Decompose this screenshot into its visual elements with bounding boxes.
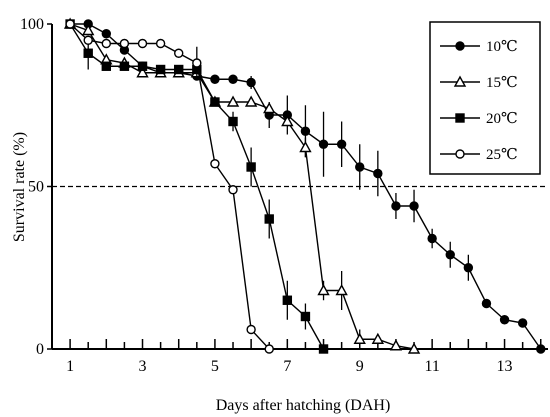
legend-item: 10℃ [440, 39, 518, 55]
data-point [101, 38, 112, 49]
data-point [517, 318, 528, 328]
data-point [246, 162, 256, 172]
y-tick-label: 50 [28, 179, 44, 196]
data-point [282, 295, 293, 305]
data-point [210, 97, 220, 107]
data-point [119, 38, 130, 49]
data-point [463, 263, 474, 273]
x-tick-label: 5 [211, 358, 219, 375]
data-point [445, 250, 455, 260]
x-tick-label: 11 [424, 358, 439, 375]
legend-item: 20℃ [440, 111, 518, 127]
data-point [137, 61, 148, 71]
data-point [82, 24, 95, 36]
data-point [65, 19, 75, 29]
data-point [101, 29, 112, 39]
legend-marker [455, 149, 465, 159]
data-point [409, 201, 419, 211]
data-point [300, 126, 311, 136]
data-point [228, 74, 238, 84]
legend-marker [455, 113, 465, 123]
data-point [427, 233, 437, 244]
data-point [264, 214, 274, 224]
legend-frame [429, 21, 541, 175]
data-point [318, 344, 329, 354]
data-point [318, 139, 329, 149]
data-point [174, 64, 184, 75]
legend-label: 10℃ [486, 39, 518, 55]
data-point [407, 342, 421, 354]
data-point [499, 315, 510, 325]
data-point [264, 344, 274, 354]
x-tick-label: 3 [139, 358, 147, 375]
data-point [536, 344, 546, 354]
y-tick-label: 0 [36, 341, 44, 358]
data-point [210, 159, 220, 169]
data-point [210, 74, 220, 84]
x-tick-label: 1 [66, 358, 74, 375]
data-point [137, 38, 148, 49]
data-point [300, 311, 311, 322]
data-point [155, 38, 166, 49]
legend-label: 20℃ [486, 111, 518, 127]
series-group [63, 17, 546, 354]
data-point [371, 332, 385, 344]
legend-item: 25℃ [440, 147, 518, 163]
data-point [228, 185, 238, 195]
axis-labels: Days after hatching (DAH) Survival rate … [11, 132, 390, 414]
legend-marker [453, 75, 467, 87]
data-point [136, 66, 149, 78]
y-axis-title: Survival rate (%) [11, 132, 28, 242]
data-point [281, 115, 294, 127]
data-point [228, 116, 238, 127]
x-tick-label: 9 [356, 358, 364, 375]
x-tick-label: 13 [497, 358, 513, 375]
data-point [391, 201, 401, 211]
data-point [317, 284, 330, 296]
data-point [246, 324, 256, 335]
y-tick-label: 100 [20, 16, 44, 33]
data-point [335, 284, 348, 296]
data-point [336, 139, 347, 149]
x-tick-label: 7 [283, 358, 291, 375]
data-point [246, 77, 256, 88]
series-4 [65, 19, 274, 354]
legend-marker [455, 41, 465, 51]
data-point [83, 48, 93, 58]
data-point [481, 298, 492, 309]
legend-label: 25℃ [486, 147, 518, 163]
legend-item: 15℃ [440, 75, 518, 91]
data-point [119, 61, 130, 71]
legend-label: 15℃ [486, 75, 518, 91]
data-point [174, 48, 184, 58]
data-point [244, 95, 258, 107]
data-point [83, 35, 93, 45]
data-point [353, 332, 366, 344]
data-point [355, 162, 365, 172]
data-point [263, 102, 276, 114]
x-axis-title: Days after hatching (DAH) [216, 397, 391, 414]
data-point [299, 141, 312, 153]
data-point [389, 339, 403, 351]
legend: 10℃ 15℃ 20℃ 25℃ [429, 21, 541, 175]
data-point [226, 95, 240, 107]
series-line [69, 23, 415, 350]
data-point [373, 168, 383, 179]
data-point [155, 64, 166, 75]
data-point [101, 61, 112, 71]
data-point [192, 58, 202, 68]
